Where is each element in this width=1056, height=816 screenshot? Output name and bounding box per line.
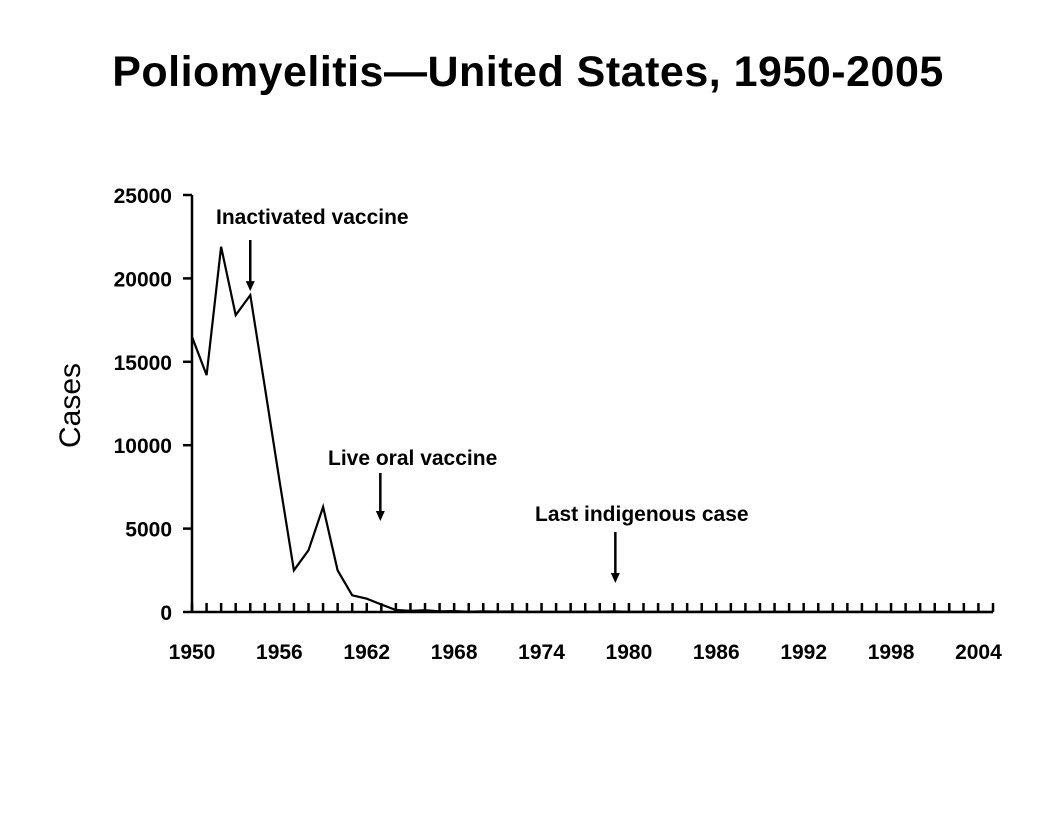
- series-group: [190, 246, 993, 614]
- y-tick-label: 20000: [114, 268, 172, 291]
- annotation-last-indigenous-case-arrow: [610, 532, 620, 583]
- y-tick-label: 0: [160, 602, 172, 625]
- series-line-0: [190, 246, 993, 614]
- x-tick-label: 1950: [169, 641, 216, 664]
- x-tick-label: 1992: [780, 641, 827, 664]
- annotation-inactivated-vaccine-arrow: [245, 240, 255, 292]
- y-axis-tick-labels: 0 5000 10000 15000 20000 25000: [114, 185, 172, 625]
- y-tick-label: 15000: [114, 352, 172, 375]
- x-axis-tick-labels: 1950 1956 1962 1968 1974 1980 1986 1992 1998 2004: [169, 641, 1002, 664]
- annotation-live-oral-vaccine-label: Live oral vaccine: [328, 447, 497, 470]
- axes: [190, 195, 993, 614]
- x-tick-label: 1986: [693, 641, 740, 664]
- annotations: Inactivated vaccine Live oral vaccine Last…: [216, 206, 749, 583]
- x-tick-label: 1968: [431, 641, 478, 664]
- y-tick-label: 5000: [125, 519, 172, 542]
- x-tick-label: 1956: [256, 641, 303, 664]
- x-tick-label: 1998: [868, 641, 915, 664]
- x-tick-label: 2004: [955, 641, 1002, 664]
- x-axis-ticks: [190, 603, 995, 612]
- x-tick-label: 1974: [518, 641, 565, 664]
- annotation-last-indigenous-case-label: Last indigenous case: [535, 503, 749, 526]
- y-tick-label: 25000: [114, 185, 172, 208]
- x-tick-label: 1980: [606, 641, 653, 664]
- x-tick-label: 1962: [343, 641, 390, 664]
- y-axis-ticks: [183, 193, 192, 614]
- annotation-inactivated-vaccine-label: Inactivated vaccine: [216, 206, 409, 229]
- y-tick-label: 10000: [114, 435, 172, 458]
- annotation-live-oral-vaccine-arrow: [375, 473, 385, 521]
- chart-title: Poliomyelitis—United States, 1950-2005: [112, 48, 944, 96]
- y-axis-title: Cases: [54, 363, 87, 448]
